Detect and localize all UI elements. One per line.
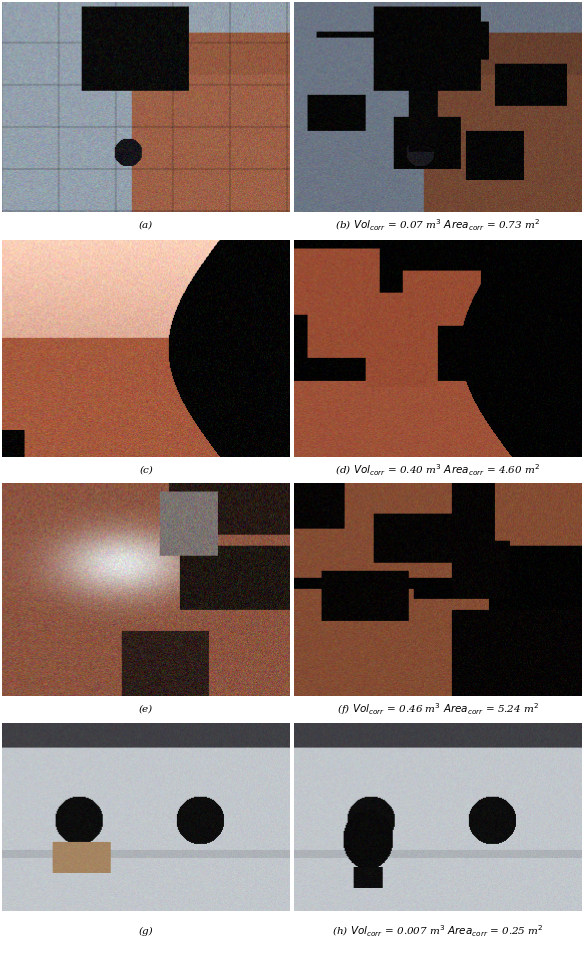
Text: (h) $Vol_{corr}$ = 0.007 m$^3$ $Area_{corr}$ = 0.25 m$^2$: (h) $Vol_{corr}$ = 0.007 m$^3$ $Area_{co…	[332, 923, 544, 939]
Text: (g): (g)	[138, 926, 154, 935]
Text: (f) $Vol_{corr}$ = 0.46 m$^3$ $Area_{corr}$ = 5.24 m$^2$: (f) $Vol_{corr}$ = 0.46 m$^3$ $Area_{cor…	[337, 702, 539, 717]
Text: (e): (e)	[139, 705, 153, 714]
Text: (c): (c)	[139, 466, 153, 474]
Text: (b) $Vol_{corr}$ = 0.07 m$^3$ $Area_{corr}$ = 0.73 m$^2$: (b) $Vol_{corr}$ = 0.07 m$^3$ $Area_{cor…	[335, 217, 541, 232]
Text: (a): (a)	[139, 221, 153, 229]
Text: (d) $Vol_{corr}$ = 0.40 m$^3$ $Area_{corr}$ = 4.60 m$^2$: (d) $Vol_{corr}$ = 0.40 m$^3$ $Area_{cor…	[335, 463, 541, 477]
